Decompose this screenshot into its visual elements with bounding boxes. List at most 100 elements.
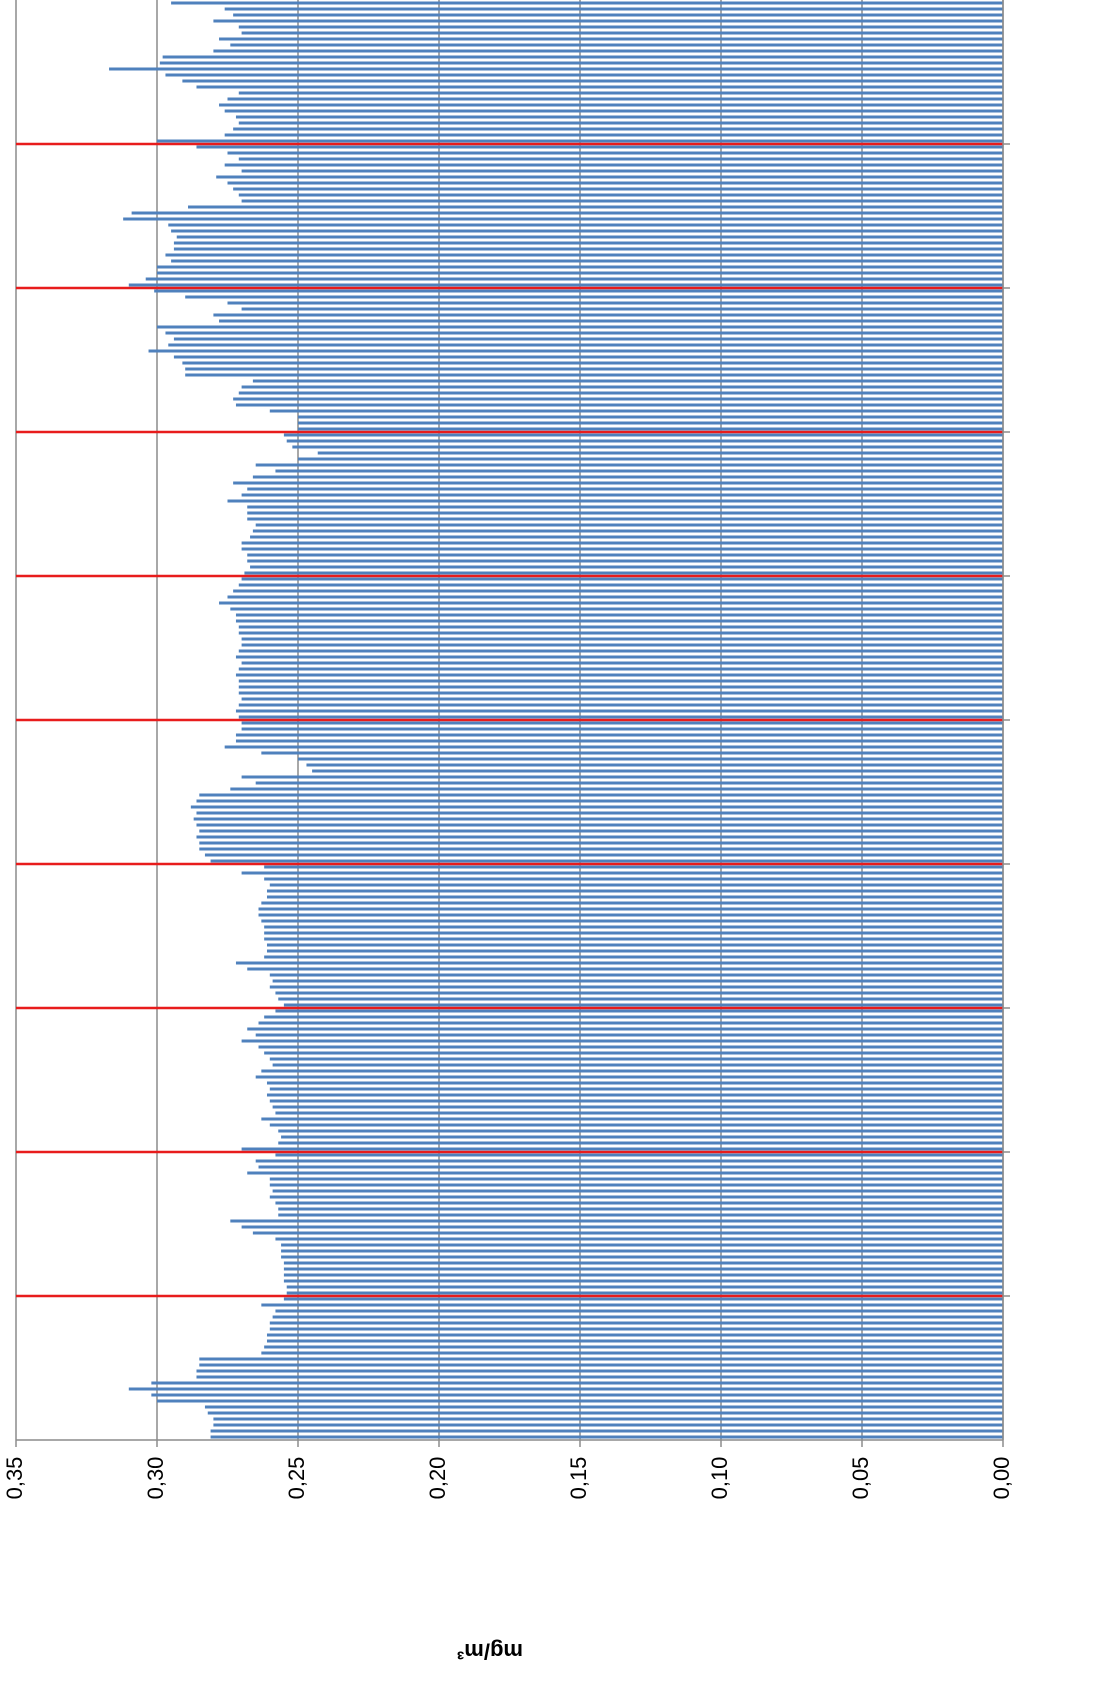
bar <box>238 193 1003 197</box>
bar <box>261 1351 1004 1355</box>
bar <box>247 559 1004 563</box>
bar <box>278 1141 1003 1145</box>
bar <box>238 121 1003 125</box>
bar <box>238 649 1003 653</box>
bar <box>204 1405 1003 1409</box>
bar <box>216 175 1004 179</box>
bar <box>292 445 1003 449</box>
bar <box>235 655 1003 659</box>
bar <box>196 823 1004 827</box>
bar <box>165 73 1003 77</box>
bar <box>165 331 1003 335</box>
bar <box>264 865 1003 869</box>
bar <box>196 145 1004 149</box>
bar <box>258 1045 1003 1049</box>
bar <box>162 55 1003 59</box>
bar <box>235 613 1003 617</box>
bar <box>238 691 1003 695</box>
bar <box>298 757 1003 761</box>
bar <box>275 1201 1003 1205</box>
bar <box>241 775 1004 779</box>
x-tick-label: 0,30 <box>143 1457 168 1500</box>
bar <box>238 91 1003 95</box>
bar <box>275 1309 1003 1313</box>
bar <box>238 631 1003 635</box>
bar <box>213 49 1003 53</box>
bar <box>266 1081 1004 1085</box>
bar <box>185 367 1003 371</box>
bar <box>252 1231 1003 1235</box>
bar <box>193 817 1003 821</box>
bar <box>266 889 1004 893</box>
bar <box>255 1075 1003 1079</box>
bar <box>286 1285 1004 1289</box>
bar <box>283 1267 1003 1271</box>
bar <box>233 589 1003 593</box>
bar <box>238 703 1003 707</box>
bar <box>252 529 1003 533</box>
bar <box>266 1339 1004 1343</box>
bar <box>298 427 1003 431</box>
x-tick-label: 0,00 <box>989 1457 1014 1500</box>
bar <box>261 919 1004 923</box>
bar <box>238 667 1003 671</box>
bar <box>250 565 1003 569</box>
bar <box>171 259 1004 263</box>
bar <box>275 1237 1003 1241</box>
bar <box>272 1063 1003 1067</box>
bar <box>283 1273 1003 1277</box>
bar <box>219 319 1004 323</box>
bar <box>241 31 1004 35</box>
bar <box>157 139 1003 143</box>
bar <box>250 535 1003 539</box>
bar <box>224 745 1003 749</box>
bar <box>281 1243 1004 1247</box>
bar <box>283 433 1003 437</box>
bar <box>173 247 1004 251</box>
bar <box>258 1021 1003 1025</box>
bar <box>213 313 1003 317</box>
bar <box>230 787 1003 791</box>
bar <box>252 379 1003 383</box>
bar <box>157 1399 1003 1403</box>
bar <box>261 1117 1004 1121</box>
bar <box>235 739 1003 743</box>
bar <box>145 277 1004 281</box>
bar <box>233 127 1003 131</box>
bar <box>233 481 1003 485</box>
bar <box>238 685 1003 689</box>
bar <box>269 1087 1003 1091</box>
bar <box>219 103 1004 107</box>
bar <box>185 295 1003 299</box>
bar <box>266 943 1004 947</box>
bar <box>199 793 1004 797</box>
bar <box>283 1297 1003 1301</box>
bar <box>227 181 1003 185</box>
bar <box>261 1069 1004 1073</box>
bar <box>247 1171 1004 1175</box>
bar <box>247 487 1004 491</box>
bar <box>238 625 1003 629</box>
bar <box>241 1039 1004 1043</box>
bar <box>128 1387 1004 1391</box>
bar <box>272 979 1003 983</box>
bar <box>266 895 1004 899</box>
axis-title: mg/m³ <box>457 1639 523 1664</box>
x-tick-label: 0,20 <box>425 1457 450 1500</box>
bar <box>176 235 1004 239</box>
bar <box>204 853 1003 857</box>
bar <box>258 907 1003 911</box>
bar <box>210 859 1003 863</box>
x-tick-label: 0,10 <box>707 1457 732 1500</box>
bar <box>255 1033 1003 1037</box>
bar <box>131 211 1003 215</box>
bar <box>244 571 1004 575</box>
bar <box>171 1 1004 5</box>
bar <box>151 1381 1004 1385</box>
bar <box>238 157 1003 161</box>
bar <box>252 475 1003 479</box>
bar <box>196 811 1004 815</box>
bar <box>247 511 1004 515</box>
bar <box>255 1159 1003 1163</box>
bar <box>269 1195 1003 1199</box>
